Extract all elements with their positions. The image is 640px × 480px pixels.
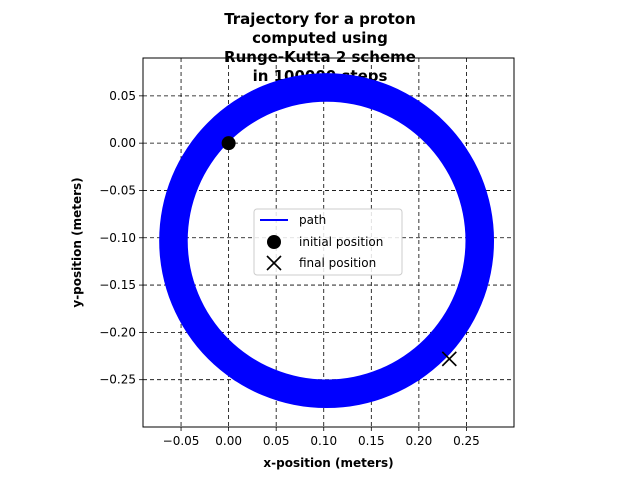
title-line: Runge-Kutta 2 scheme xyxy=(224,48,416,66)
legend-box xyxy=(253,208,403,276)
y-tick-label: −0.20 xyxy=(99,325,136,339)
legend-initial-swatch xyxy=(267,235,281,249)
initial-position-marker xyxy=(221,136,236,151)
y-tick-label: −0.10 xyxy=(99,231,136,245)
title-line: Trajectory for a proton xyxy=(224,10,416,28)
final-position-marker xyxy=(441,351,457,367)
x-tick-label: 0.10 xyxy=(310,434,337,448)
axis-ticks: −0.05 0.00 0.05 0.10 0.15 0.20 0.25 0.05 0.00 −0.… xyxy=(99,89,480,448)
x-tick-label: 0.05 xyxy=(263,434,290,448)
y-tick-label: −0.15 xyxy=(99,278,136,292)
x-tick-label: 0.15 xyxy=(358,434,385,448)
title-line: computed using xyxy=(252,29,388,47)
legend-final-swatch xyxy=(266,255,282,271)
plot-frame xyxy=(142,57,515,428)
y-tick-label: 0.00 xyxy=(109,136,136,150)
legend-initial-label: initial position xyxy=(299,235,383,249)
legend-final-label: final position xyxy=(299,256,376,270)
y-tick-label: −0.05 xyxy=(99,183,136,197)
legend-path-label: path xyxy=(299,213,326,227)
x-tick-label: 0.25 xyxy=(453,434,480,448)
y-tick-label: 0.05 xyxy=(109,89,136,103)
x-tick-label: 0.00 xyxy=(215,434,242,448)
legend: path initial position final position xyxy=(253,208,403,276)
y-axis-label: y-position (meters) xyxy=(70,177,84,307)
x-tick-label: 0.20 xyxy=(406,434,433,448)
plot-area xyxy=(159,73,495,409)
y-tick-label: −0.25 xyxy=(99,373,136,387)
x-tick-label: −0.05 xyxy=(163,434,200,448)
x-axis-label: x-position (meters) xyxy=(263,456,393,470)
